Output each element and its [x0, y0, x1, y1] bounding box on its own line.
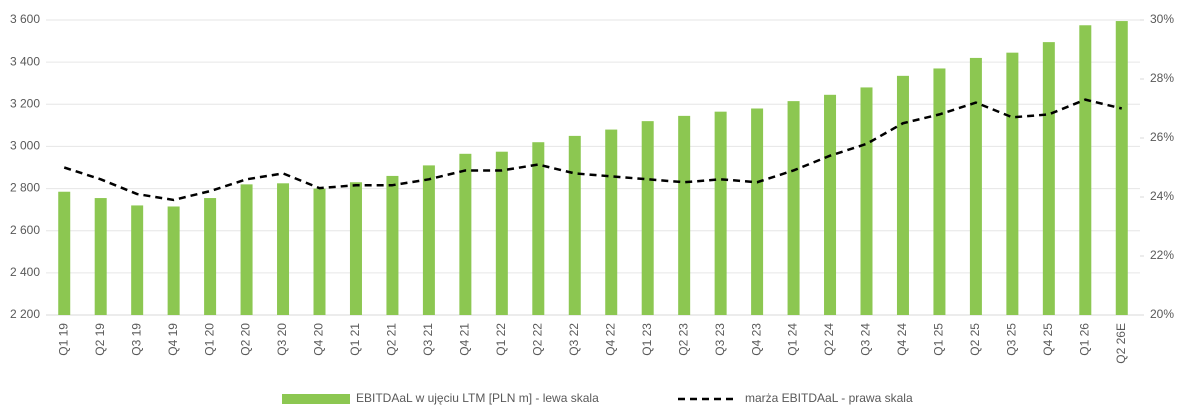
- y-tick-label: 2 800: [10, 181, 40, 195]
- bar: [349, 182, 362, 315]
- bar: [532, 142, 545, 315]
- bar: [678, 115, 691, 315]
- bar: [1079, 25, 1092, 316]
- bar: [787, 101, 800, 315]
- x-tick-label: Q1 25: [932, 323, 946, 356]
- y2-tick-label: 20%: [1150, 307, 1174, 321]
- x-tick-label: Q3 21: [421, 323, 435, 356]
- y-tick-label: 3 200: [10, 96, 40, 110]
- bar: [824, 94, 837, 315]
- x-tick-label: Q1 22: [494, 323, 508, 356]
- y-tick-label: 2 600: [10, 223, 40, 237]
- bar: [933, 68, 946, 315]
- bar: [204, 198, 217, 315]
- y2-tick-label: 24%: [1150, 189, 1174, 203]
- bar: [58, 191, 71, 315]
- bar: [641, 121, 654, 316]
- bar: [94, 198, 107, 315]
- bar: [1042, 42, 1055, 315]
- x-tick-label: Q4 20: [312, 323, 326, 356]
- x-tick-label: Q4 25: [1041, 323, 1055, 356]
- x-tick-label: Q3 23: [713, 323, 727, 356]
- x-tick-label: Q3 22: [567, 323, 581, 356]
- x-tick-label: Q3 19: [129, 323, 143, 356]
- y-tick-label: 3 600: [10, 12, 40, 26]
- bar: [386, 175, 399, 315]
- y2-tick-label: 26%: [1150, 130, 1174, 144]
- y-tick-label: 2 400: [10, 265, 40, 279]
- x-tick-label: Q4 23: [749, 323, 763, 356]
- x-tick-label: Q2 26E: [1114, 323, 1128, 364]
- y2-tick-label: 28%: [1150, 71, 1174, 85]
- x-tick-label: Q3 20: [275, 323, 289, 356]
- y-tick-label: 2 200: [10, 307, 40, 321]
- bar: [313, 188, 326, 315]
- legend-label: EBITDAaL w ujęciu LTM [PLN m] - lewa ska…: [356, 391, 599, 405]
- x-tick-label: Q2 23: [676, 323, 690, 356]
- x-tick-label: Q4 22: [603, 323, 617, 356]
- legend-swatch: [282, 394, 350, 404]
- bar: [1006, 52, 1019, 316]
- x-tick-label: Q2 19: [93, 323, 107, 356]
- x-tick-label: Q3 25: [1005, 323, 1019, 356]
- bar: [568, 135, 581, 315]
- x-tick-label: Q3 24: [859, 323, 873, 356]
- x-tick-label: Q2 25: [968, 323, 982, 356]
- x-tick-label: Q1 19: [56, 323, 70, 356]
- line: [63, 98, 1123, 202]
- x-tick-label: Q4 21: [458, 323, 472, 356]
- y2-tick-label: 30%: [1150, 12, 1174, 26]
- x-tick-label: Q1 20: [202, 323, 216, 356]
- x-tick-label: Q1 26: [1077, 323, 1091, 356]
- bar: [714, 111, 727, 316]
- bar: [422, 165, 435, 315]
- x-tick-label: Q2 24: [822, 323, 836, 356]
- x-tick-label: Q4 24: [895, 323, 909, 356]
- bar: [896, 75, 909, 315]
- x-tick-label: Q2 21: [385, 323, 399, 356]
- bar: [167, 206, 180, 315]
- bar: [459, 153, 472, 315]
- x-tick-label: Q1 24: [786, 323, 800, 356]
- x-tick-label: Q1 23: [640, 323, 654, 356]
- y2-tick-label: 22%: [1150, 248, 1174, 262]
- bar: [277, 183, 290, 315]
- bar: [860, 87, 873, 315]
- x-tick-label: Q4 19: [166, 323, 180, 356]
- bar: [131, 205, 144, 315]
- x-tick-label: Q2 20: [239, 323, 253, 356]
- bar: [751, 108, 764, 315]
- bar: [969, 57, 982, 316]
- y-tick-label: 3 000: [10, 139, 40, 153]
- legend-label: marża EBITDAaL - prawa skala: [745, 391, 913, 405]
- bar: [1115, 21, 1128, 316]
- x-tick-label: Q1 21: [348, 323, 362, 356]
- y-tick-label: 3 400: [10, 54, 40, 68]
- bar: [605, 129, 618, 315]
- bar: [495, 151, 508, 315]
- bar: [240, 184, 253, 315]
- x-tick-label: Q2 22: [530, 323, 544, 356]
